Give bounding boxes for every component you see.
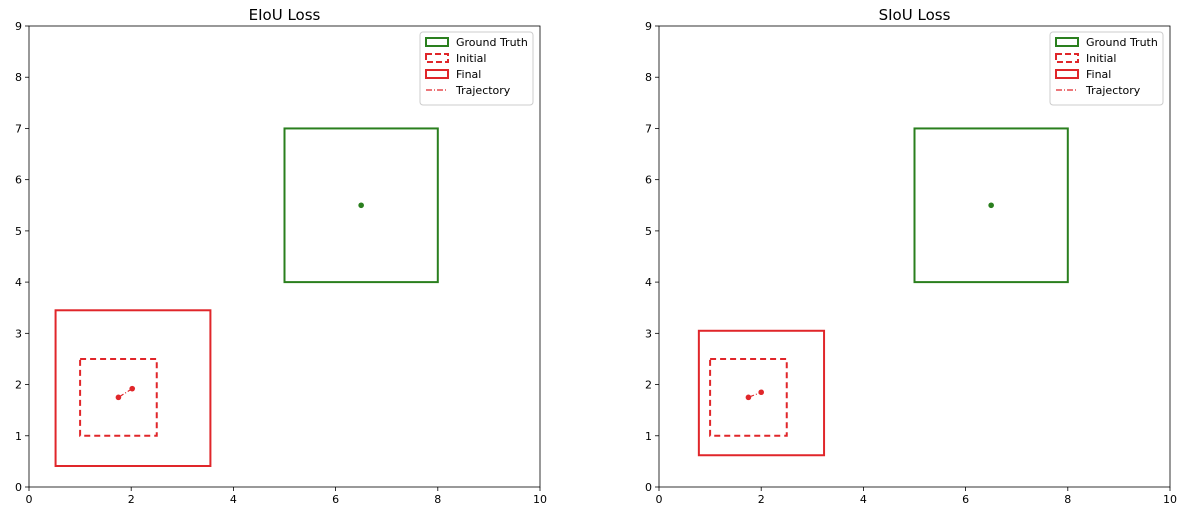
y-tick-label: 1 bbox=[645, 430, 652, 443]
x-tick-label: 8 bbox=[1064, 493, 1071, 506]
trajectory-point-2 bbox=[758, 389, 764, 396]
ground-truth-box bbox=[283, 127, 439, 284]
x-tick-label: 0 bbox=[26, 493, 33, 506]
legend-handle-ground-truth bbox=[425, 37, 449, 47]
ground-truth-box bbox=[913, 127, 1069, 284]
legend-handle-ground-truth bbox=[1055, 37, 1079, 47]
x-tick-label: 8 bbox=[434, 493, 441, 506]
legend-label-final: Final bbox=[456, 68, 481, 81]
x-tick-label: 10 bbox=[533, 493, 547, 506]
final-box bbox=[697, 329, 826, 457]
axes-frame bbox=[28, 25, 541, 488]
legend-label-initial: Initial bbox=[1086, 52, 1116, 65]
x-tick-label: 0 bbox=[656, 493, 663, 506]
y-tick-label: 5 bbox=[645, 225, 652, 238]
legend-label-ground-truth: Ground Truth bbox=[1086, 36, 1158, 49]
ground-truth-center-point bbox=[358, 202, 364, 209]
initial-box bbox=[79, 357, 158, 437]
legend-label-final: Final bbox=[1086, 68, 1111, 81]
x-tick-label: 6 bbox=[962, 493, 969, 506]
y-tick-label: 3 bbox=[15, 327, 22, 340]
y-tick-label: 7 bbox=[645, 122, 652, 135]
y-tick-label: 6 bbox=[645, 174, 652, 187]
y-tick-label: 2 bbox=[15, 379, 22, 392]
legend-handle-initial bbox=[1055, 53, 1079, 63]
legend-handle-final bbox=[1055, 69, 1079, 79]
y-tick-label: 0 bbox=[645, 481, 652, 494]
x-tick-label: 4 bbox=[860, 493, 867, 506]
legend-frame bbox=[1049, 31, 1164, 106]
x-tick-label: 6 bbox=[332, 493, 339, 506]
y-tick-label: 9 bbox=[645, 20, 652, 33]
legend: Ground Truth Initial Final Trajectory bbox=[419, 31, 534, 106]
legend-label-trajectory: Trajectory bbox=[1085, 84, 1141, 97]
trajectory-point-1 bbox=[115, 394, 122, 401]
legend-label-trajectory: Trajectory bbox=[455, 84, 511, 97]
y-tick-label: 2 bbox=[645, 379, 652, 392]
y-tick-label: 9 bbox=[15, 20, 22, 33]
y-tick-label: 5 bbox=[15, 225, 22, 238]
legend-handle-final bbox=[425, 69, 449, 79]
y-tick-label: 4 bbox=[15, 276, 22, 289]
y-tick-label: 8 bbox=[15, 71, 22, 84]
ground-truth-center-point bbox=[988, 202, 994, 209]
x-tick-label: 10 bbox=[1163, 493, 1177, 506]
axes-frame bbox=[658, 25, 1171, 488]
x-tick-label: 2 bbox=[758, 493, 765, 506]
y-tick-label: 3 bbox=[645, 327, 652, 340]
legend-label-initial: Initial bbox=[456, 52, 486, 65]
x-tick-label: 4 bbox=[230, 493, 237, 506]
legend: Ground Truth Initial Final Trajectory bbox=[1049, 31, 1164, 106]
y-tick-label: 8 bbox=[645, 71, 652, 84]
x-tick-label: 2 bbox=[128, 493, 135, 506]
trajectory-point-2 bbox=[129, 385, 136, 392]
chart-title: SIoU Loss bbox=[879, 6, 951, 24]
subplot-2: SIoU Loss 0 2 4 6 8 10 0 1 2 3 4 5 6 7 8 9 Ground Truth In… bbox=[645, 6, 1177, 506]
initial-box bbox=[709, 357, 788, 437]
y-tick-label: 1 bbox=[15, 430, 22, 443]
final-box bbox=[54, 309, 212, 467]
trajectory-point-1 bbox=[745, 394, 752, 401]
legend-frame bbox=[419, 31, 534, 106]
chart-title: EIoU Loss bbox=[249, 6, 321, 24]
legend-handle-initial bbox=[425, 53, 449, 63]
legend-label-ground-truth: Ground Truth bbox=[456, 36, 528, 49]
y-tick-label: 0 bbox=[15, 481, 22, 494]
y-tick-label: 6 bbox=[15, 174, 22, 187]
subplot-1: EIoU Loss 0 2 4 6 8 10 0 1 2 3 4 5 6 7 8 9 Ground Truth In… bbox=[15, 6, 547, 506]
y-tick-label: 7 bbox=[15, 122, 22, 135]
y-tick-label: 4 bbox=[645, 276, 652, 289]
